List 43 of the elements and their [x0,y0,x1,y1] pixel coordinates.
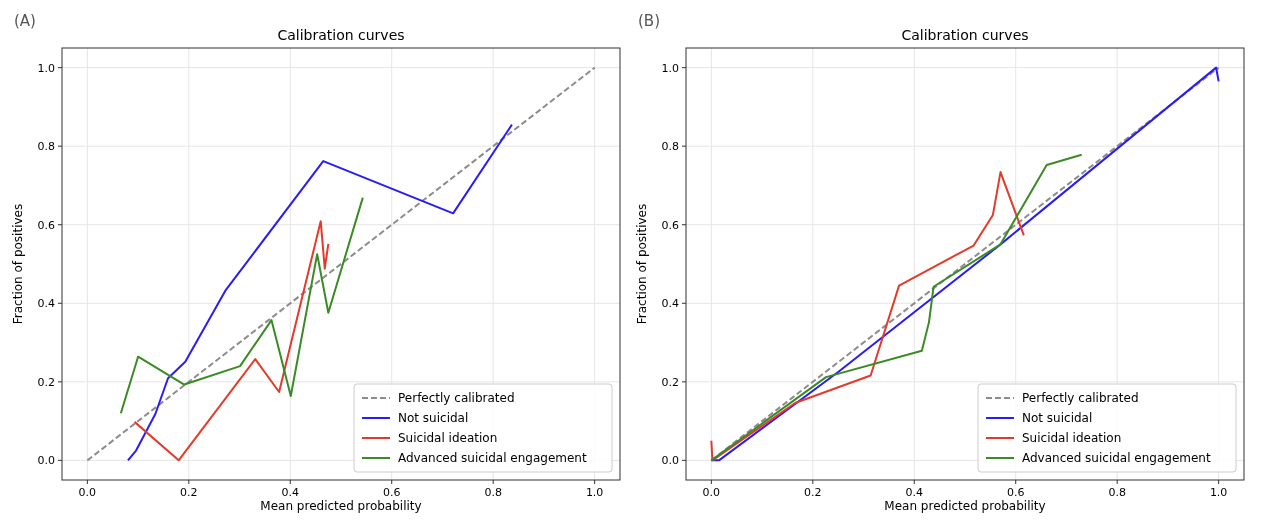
x-tick-label: 0.2 [804,486,822,499]
x-tick-label: 0.0 [78,486,97,499]
y-tick-label: 0.6 [661,218,679,232]
text: (B) [638,12,660,30]
line-series [126,123,513,462]
legend-label: Perfectly calibrated [1022,391,1139,405]
x-tick-label: 0.0 [702,486,721,499]
y-tick-label: 0.0 [661,454,679,468]
y-tick-label: 0.8 [37,140,55,154]
x-tick-label: 0.2 [180,486,198,499]
y-tick-label: 0.4 [661,297,679,311]
line-series [133,220,330,462]
text: (A) [14,12,36,30]
legend-label: Not suicidal [1022,411,1093,425]
x-tick-label: 1.0 [1209,486,1228,499]
legend-label: Suicidal ideation [398,431,498,445]
y-tick-label: 0.4 [37,297,55,311]
y-tick-label: 0.2 [661,375,679,389]
x-tick-label: 0.4 [281,486,300,499]
legend-label: Perfectly calibrated [398,391,515,405]
x-axis-title: Mean predicted probability [260,499,422,513]
chart-title: Calibration curves [277,27,405,43]
y-tick-label: 0.8 [661,140,679,154]
x-tick-label: 0.6 [382,486,401,499]
legend-label: Not suicidal [398,411,469,425]
x-tick-label: 1.0 [585,486,604,499]
x-tick-label: 0.8 [484,486,502,499]
y-tick-label: 0.0 [37,454,55,468]
legend-label: Advanced suicidal engagement [1022,451,1211,465]
legend-label: Suicidal ideation [1022,431,1122,445]
x-axis-title: Mean predicted probability [884,499,1046,513]
line-series [119,196,364,415]
x-tick-label: 0.6 [1006,486,1025,499]
x-tick-label: 0.4 [905,486,924,499]
y-tick-label: 1.0 [37,61,55,75]
chart-title: Calibration curves [901,27,1029,43]
y-axis-title: Fraction of positives [635,203,649,325]
y-tick-label: 1.0 [661,61,679,75]
y-tick-label: 0.2 [37,375,55,389]
y-tick-label: 0.6 [37,218,55,232]
y-axis-title: Fraction of positives [11,203,25,325]
x-tick-label: 0.8 [1108,486,1126,499]
legend-label: Advanced suicidal engagement [398,451,587,465]
